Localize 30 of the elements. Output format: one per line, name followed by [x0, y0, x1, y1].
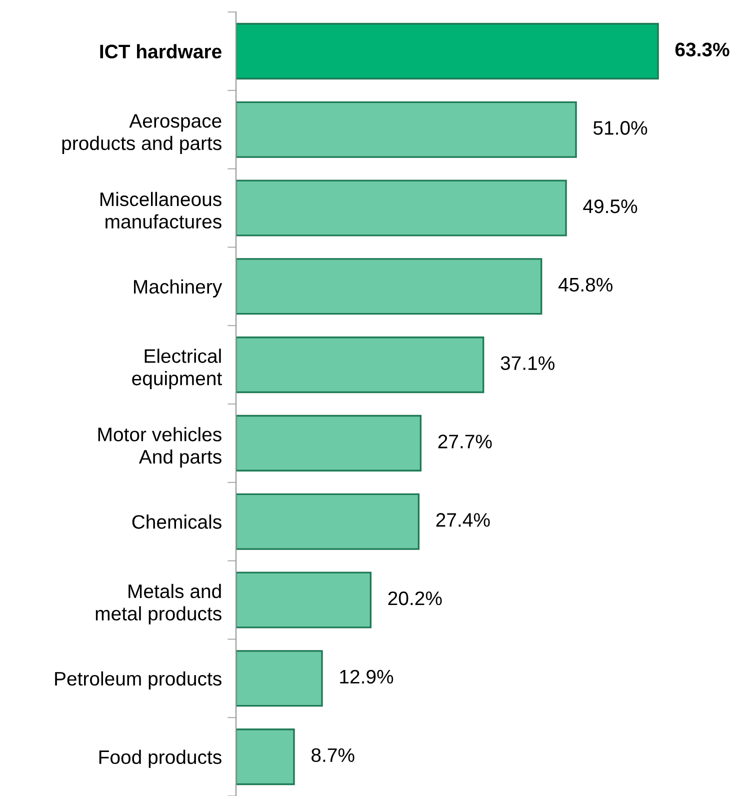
bar: [236, 180, 567, 236]
y-tick-label: Motor vehicles And parts: [98, 427, 222, 468]
y-tick-label: Aerospace products and parts: [62, 114, 222, 154]
data-label: 45.8%: [558, 278, 612, 292]
data-label: 51.0%: [593, 121, 648, 135]
y-tick-label: Metals and metal products: [96, 584, 222, 624]
bar: [236, 493, 420, 550]
bar: [236, 22, 659, 80]
y-tick-label: Electrical equipment: [132, 348, 222, 390]
data-label: 27.7%: [438, 434, 492, 448]
data-label: 37.1%: [500, 356, 554, 370]
bar: [236, 101, 577, 158]
y-tick-label: Food products: [99, 750, 222, 768]
bar: [236, 650, 323, 707]
bar: [236, 258, 542, 315]
data-label: 20.2%: [388, 591, 442, 606]
y-tick-label: Machinery: [134, 279, 222, 298]
data-label: 63.3%: [675, 42, 730, 56]
data-label: 8.7%: [312, 748, 354, 762]
bar: [236, 336, 484, 394]
bar: [236, 572, 372, 628]
y-tick-label: Chemicals: [132, 514, 222, 529]
data-label: 49.5%: [583, 199, 638, 214]
data-label: 27.4%: [436, 513, 490, 527]
y-tick-label: Petroleum products: [55, 671, 222, 690]
y-tick-label: ICT hardware: [100, 44, 222, 58]
bar: [236, 728, 295, 786]
data-label: 12.9%: [340, 670, 394, 684]
bar: [236, 414, 422, 472]
y-tick-label: Miscellaneous manufactures: [100, 192, 222, 229]
